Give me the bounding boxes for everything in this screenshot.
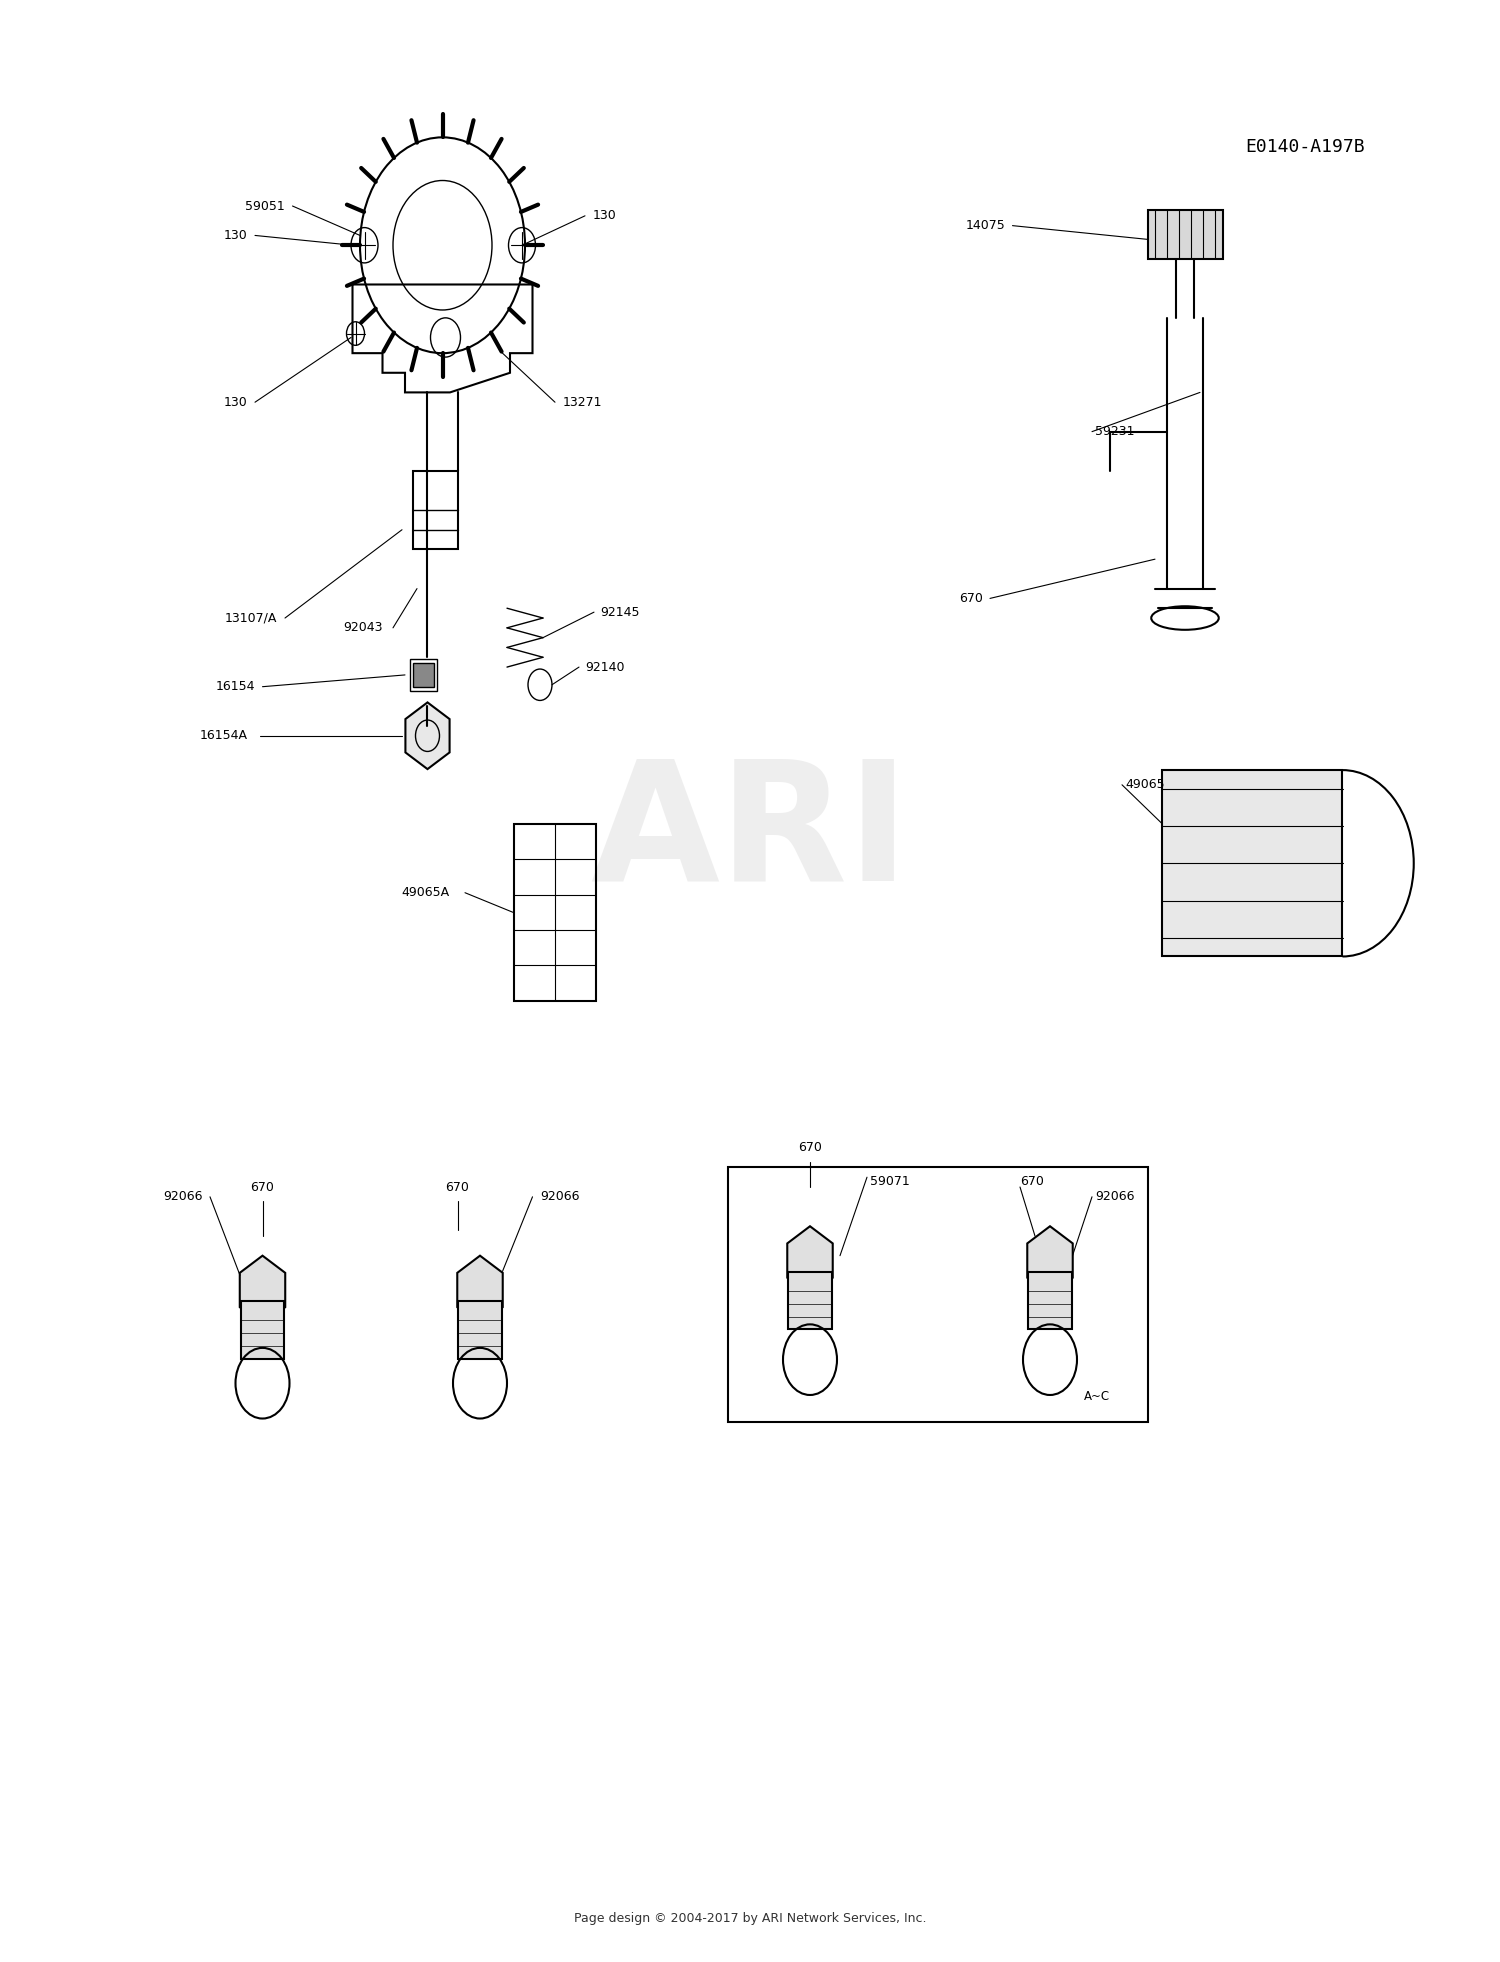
Polygon shape — [788, 1226, 832, 1295]
Text: 49065A: 49065A — [402, 887, 450, 899]
Polygon shape — [1028, 1226, 1072, 1295]
Polygon shape — [240, 1256, 285, 1324]
Bar — [413, 471, 458, 549]
Bar — [728, 1167, 1148, 1422]
Text: 92043: 92043 — [344, 622, 382, 634]
Text: A~C: A~C — [1084, 1389, 1110, 1403]
Bar — [1029, 1271, 1071, 1330]
Text: ARI: ARI — [591, 751, 909, 916]
Text: 59071: 59071 — [870, 1175, 909, 1187]
Text: 670: 670 — [251, 1181, 274, 1193]
Text: Page design © 2004-2017 by ARI Network Services, Inc.: Page design © 2004-2017 by ARI Network S… — [573, 1913, 926, 1925]
Text: 59051: 59051 — [246, 200, 285, 212]
Bar — [789, 1271, 832, 1330]
Polygon shape — [458, 1256, 503, 1324]
Text: 14075: 14075 — [966, 220, 1005, 232]
Bar — [240, 1301, 285, 1358]
Text: 670: 670 — [446, 1181, 470, 1193]
Bar — [1148, 210, 1222, 259]
Text: 59231: 59231 — [1095, 426, 1134, 438]
Text: 130: 130 — [224, 396, 248, 408]
Text: 130: 130 — [224, 230, 248, 241]
Text: 670: 670 — [958, 593, 982, 604]
Text: 92066: 92066 — [1095, 1191, 1134, 1203]
Text: 92145: 92145 — [600, 606, 639, 618]
Text: 92066: 92066 — [540, 1191, 579, 1203]
Text: 49065: 49065 — [1125, 779, 1164, 791]
Text: 92140: 92140 — [585, 661, 624, 673]
Text: 16154A: 16154A — [200, 730, 248, 742]
Text: 92066: 92066 — [164, 1191, 202, 1203]
Polygon shape — [405, 702, 450, 769]
Text: 13107/A: 13107/A — [225, 612, 278, 624]
Text: 16154: 16154 — [216, 681, 255, 693]
Bar — [410, 659, 436, 691]
Text: 670: 670 — [1020, 1175, 1044, 1187]
Text: 130: 130 — [592, 210, 616, 222]
Bar — [459, 1301, 501, 1358]
Text: 13271: 13271 — [562, 396, 602, 408]
Bar — [1162, 769, 1342, 955]
Text: E0140-A197B: E0140-A197B — [1245, 137, 1365, 157]
Text: 670: 670 — [798, 1142, 822, 1154]
Bar — [413, 663, 434, 687]
Bar — [513, 824, 596, 1001]
